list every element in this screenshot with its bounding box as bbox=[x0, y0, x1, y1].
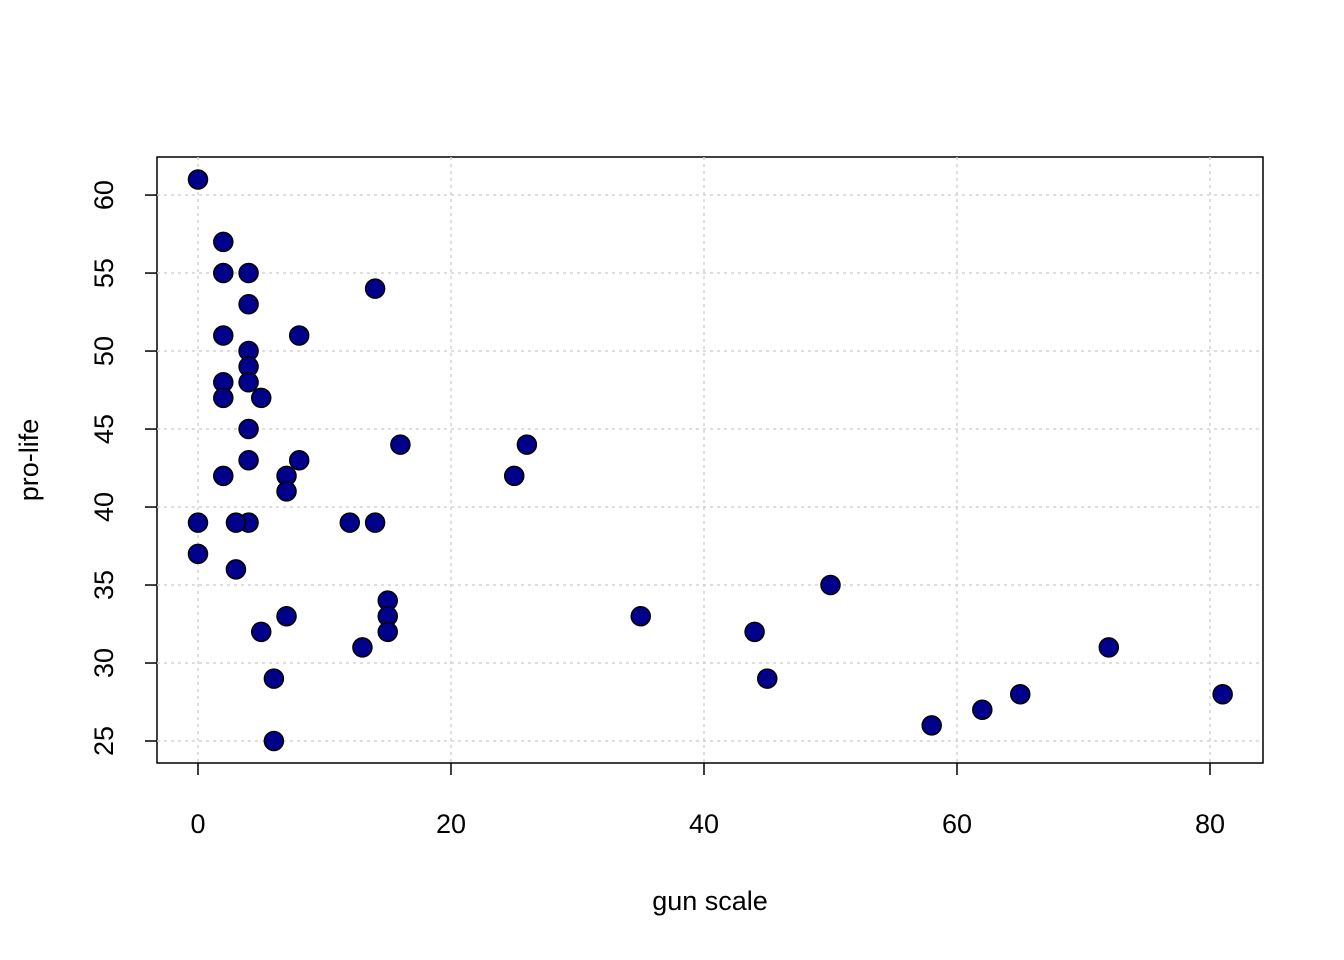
point bbox=[225, 512, 247, 533]
point bbox=[225, 559, 247, 580]
point bbox=[238, 262, 259, 284]
point bbox=[288, 325, 310, 346]
point bbox=[213, 465, 234, 487]
point bbox=[263, 730, 285, 752]
x-tick-label: 80 bbox=[1195, 809, 1225, 839]
point bbox=[1009, 683, 1031, 705]
x-tick-label: 40 bbox=[689, 809, 719, 839]
point bbox=[238, 371, 259, 393]
point bbox=[503, 465, 525, 487]
x-tick-label: 0 bbox=[190, 809, 205, 839]
point bbox=[1098, 637, 1120, 658]
point bbox=[238, 293, 259, 315]
point bbox=[213, 262, 234, 284]
point bbox=[187, 543, 209, 565]
y-tick-label: 40 bbox=[89, 492, 119, 522]
y-tick-label: 35 bbox=[89, 570, 119, 600]
point bbox=[213, 325, 234, 346]
point bbox=[276, 481, 297, 502]
y-tick-label: 45 bbox=[89, 414, 119, 444]
x-tick-label: 20 bbox=[436, 809, 466, 839]
point bbox=[364, 278, 386, 299]
point bbox=[213, 231, 234, 253]
point bbox=[250, 621, 272, 643]
point bbox=[390, 434, 411, 455]
point bbox=[630, 605, 651, 627]
point bbox=[820, 574, 841, 596]
y-tick-label: 55 bbox=[89, 258, 119, 288]
y-tick-label: 60 bbox=[89, 180, 119, 210]
x-axis-label: gun scale bbox=[652, 886, 768, 916]
point bbox=[187, 512, 209, 533]
y-tick-label: 30 bbox=[89, 648, 119, 678]
point bbox=[1212, 683, 1233, 705]
y-tick-label: 25 bbox=[89, 726, 119, 756]
plot-frame bbox=[156, 156, 1264, 764]
point bbox=[339, 512, 361, 533]
point bbox=[238, 418, 259, 440]
point bbox=[288, 449, 310, 471]
point bbox=[213, 387, 234, 409]
y-tick-label: 50 bbox=[89, 336, 119, 366]
point bbox=[263, 668, 285, 689]
point bbox=[744, 621, 765, 643]
point bbox=[516, 434, 538, 455]
point bbox=[377, 621, 398, 643]
point bbox=[276, 605, 297, 627]
point bbox=[972, 699, 993, 721]
y-axis-label: pro-life bbox=[14, 419, 44, 502]
point bbox=[250, 387, 272, 409]
point bbox=[921, 715, 942, 736]
point bbox=[187, 169, 209, 190]
x-tick-label: 60 bbox=[942, 809, 972, 839]
point bbox=[238, 449, 259, 471]
point bbox=[352, 637, 373, 658]
point bbox=[756, 668, 778, 689]
point bbox=[364, 512, 386, 533]
